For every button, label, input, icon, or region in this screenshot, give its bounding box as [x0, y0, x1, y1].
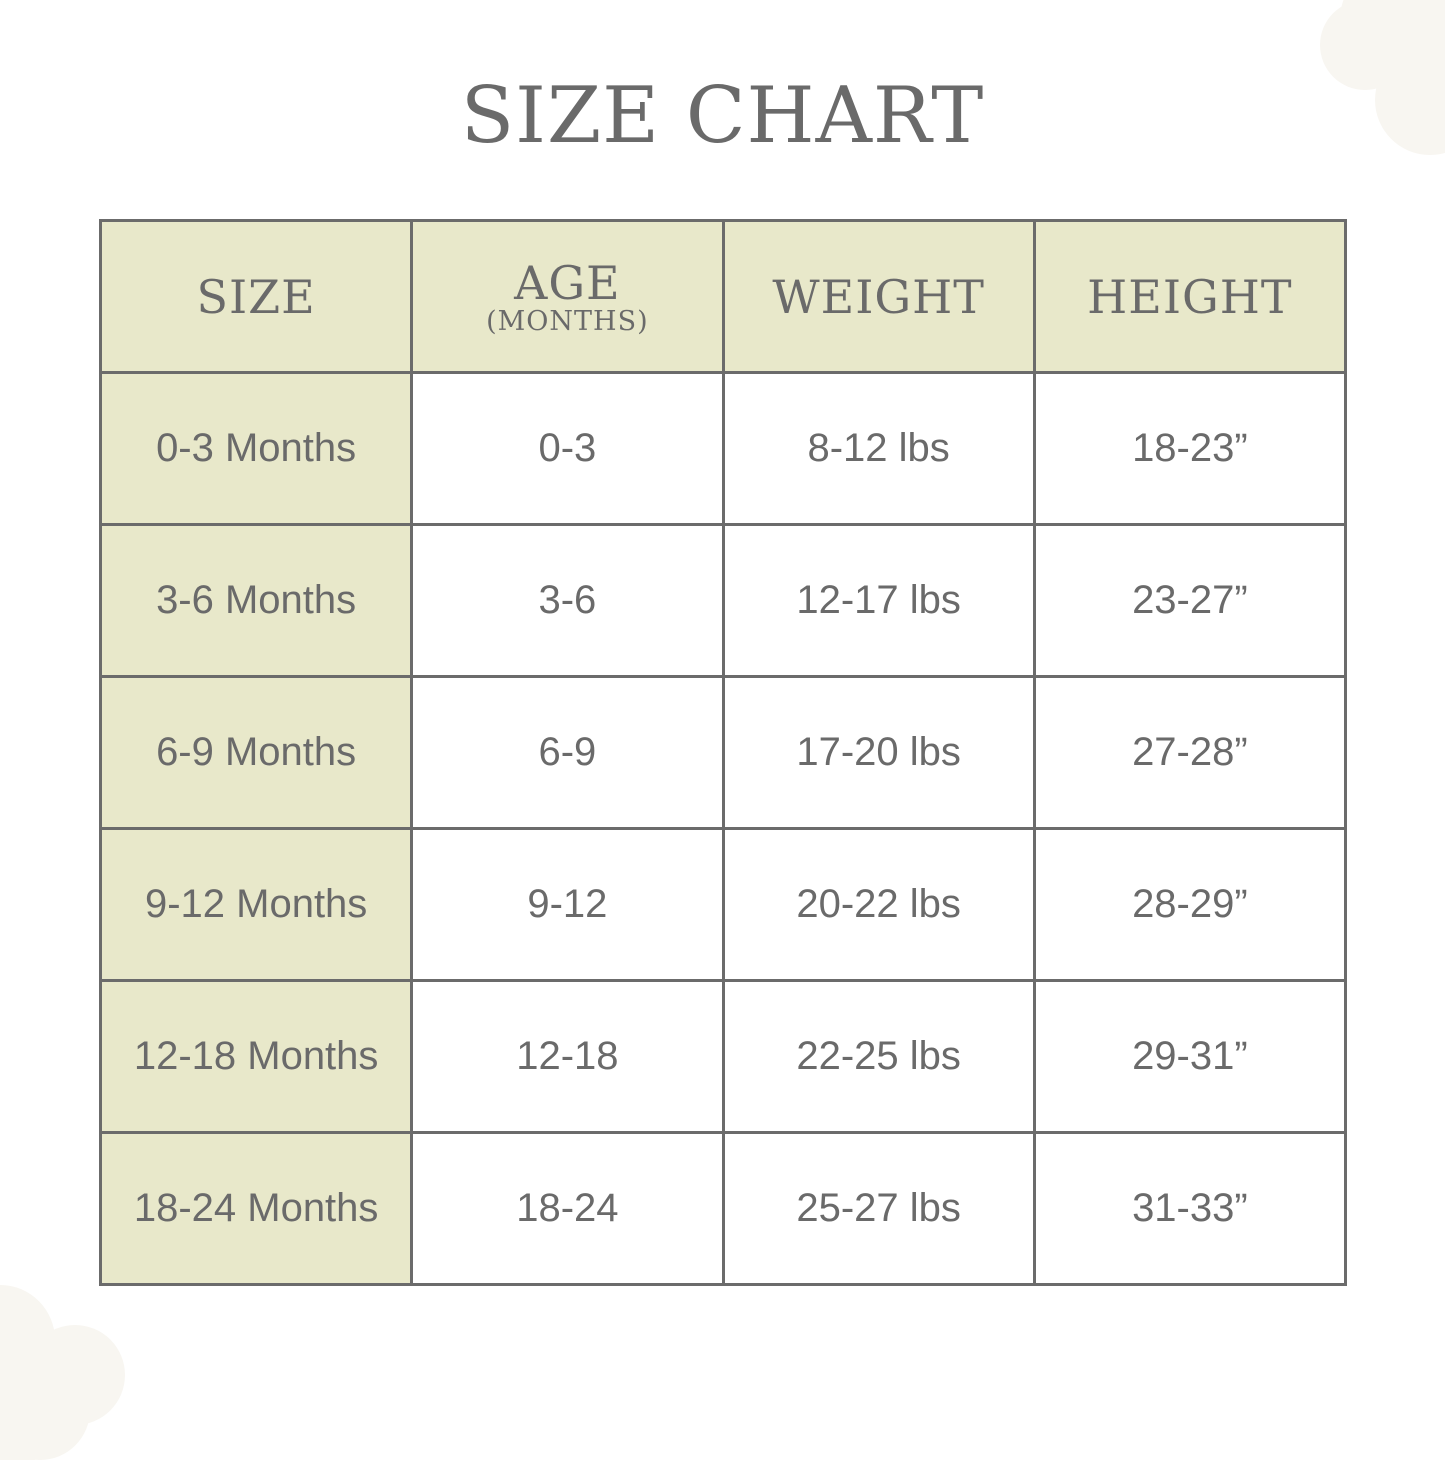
page-title: SIZE CHART [460, 71, 985, 161]
cell-size: 6-9 Months [98, 675, 414, 830]
cell-weight: 25-27 lbs [721, 1131, 1036, 1286]
cell-height: 31-33” [1032, 1131, 1348, 1286]
header-size: SIZE [98, 219, 414, 374]
header-row: SIZE AGE (MONTHS) WEIGHT HEIGHT [98, 219, 1348, 374]
cell-height: 23-27” [1032, 523, 1348, 678]
cell-size: 0-3 Months [98, 371, 414, 526]
table-row: 12-18 Months 12-18 22-25 lbs 29-31” [98, 979, 1348, 1134]
cell-height: 28-29” [1032, 827, 1348, 982]
cell-weight: 17-20 lbs [721, 675, 1036, 830]
cell-weight: 12-17 lbs [721, 523, 1036, 678]
flower-decoration-top-right [1320, 0, 1445, 155]
table-row: 3-6 Months 3-6 12-17 lbs 23-27” [98, 523, 1348, 678]
cell-weight: 22-25 lbs [721, 979, 1036, 1134]
cell-height: 29-31” [1032, 979, 1348, 1134]
header-age-unit: (MONTHS) [486, 306, 649, 337]
cell-size: 18-24 Months [98, 1131, 414, 1286]
cell-height: 18-23” [1032, 371, 1348, 526]
cell-age: 12-18 [410, 979, 725, 1134]
cell-age: 9-12 [410, 827, 725, 982]
size-chart-table: SIZE AGE (MONTHS) WEIGHT HEIGHT 0-3 Month… [98, 219, 1348, 1286]
table-row: 18-24 Months 18-24 25-27 lbs 31-33” [98, 1131, 1348, 1286]
header-age: AGE (MONTHS) [410, 219, 725, 374]
cell-size: 3-6 Months [98, 523, 414, 678]
table-row: 6-9 Months 6-9 17-20 lbs 27-28” [98, 675, 1348, 830]
cell-weight: 20-22 lbs [721, 827, 1036, 982]
flower-decoration-bottom-left [0, 1285, 125, 1460]
cell-height: 27-28” [1032, 675, 1348, 830]
header-age-label: AGE [514, 256, 621, 310]
cell-age: 6-9 [410, 675, 725, 830]
table-row: 0-3 Months 0-3 8-12 lbs 18-23” [98, 371, 1348, 526]
cell-age: 18-24 [410, 1131, 725, 1286]
table-row: 9-12 Months 9-12 20-22 lbs 28-29” [98, 827, 1348, 982]
cell-size: 9-12 Months [98, 827, 414, 982]
cell-weight: 8-12 lbs [721, 371, 1036, 526]
cell-age: 0-3 [410, 371, 725, 526]
cell-size: 12-18 Months [98, 979, 414, 1134]
cell-age: 3-6 [410, 523, 725, 678]
header-height: HEIGHT [1032, 219, 1348, 374]
header-weight: WEIGHT [721, 219, 1036, 374]
